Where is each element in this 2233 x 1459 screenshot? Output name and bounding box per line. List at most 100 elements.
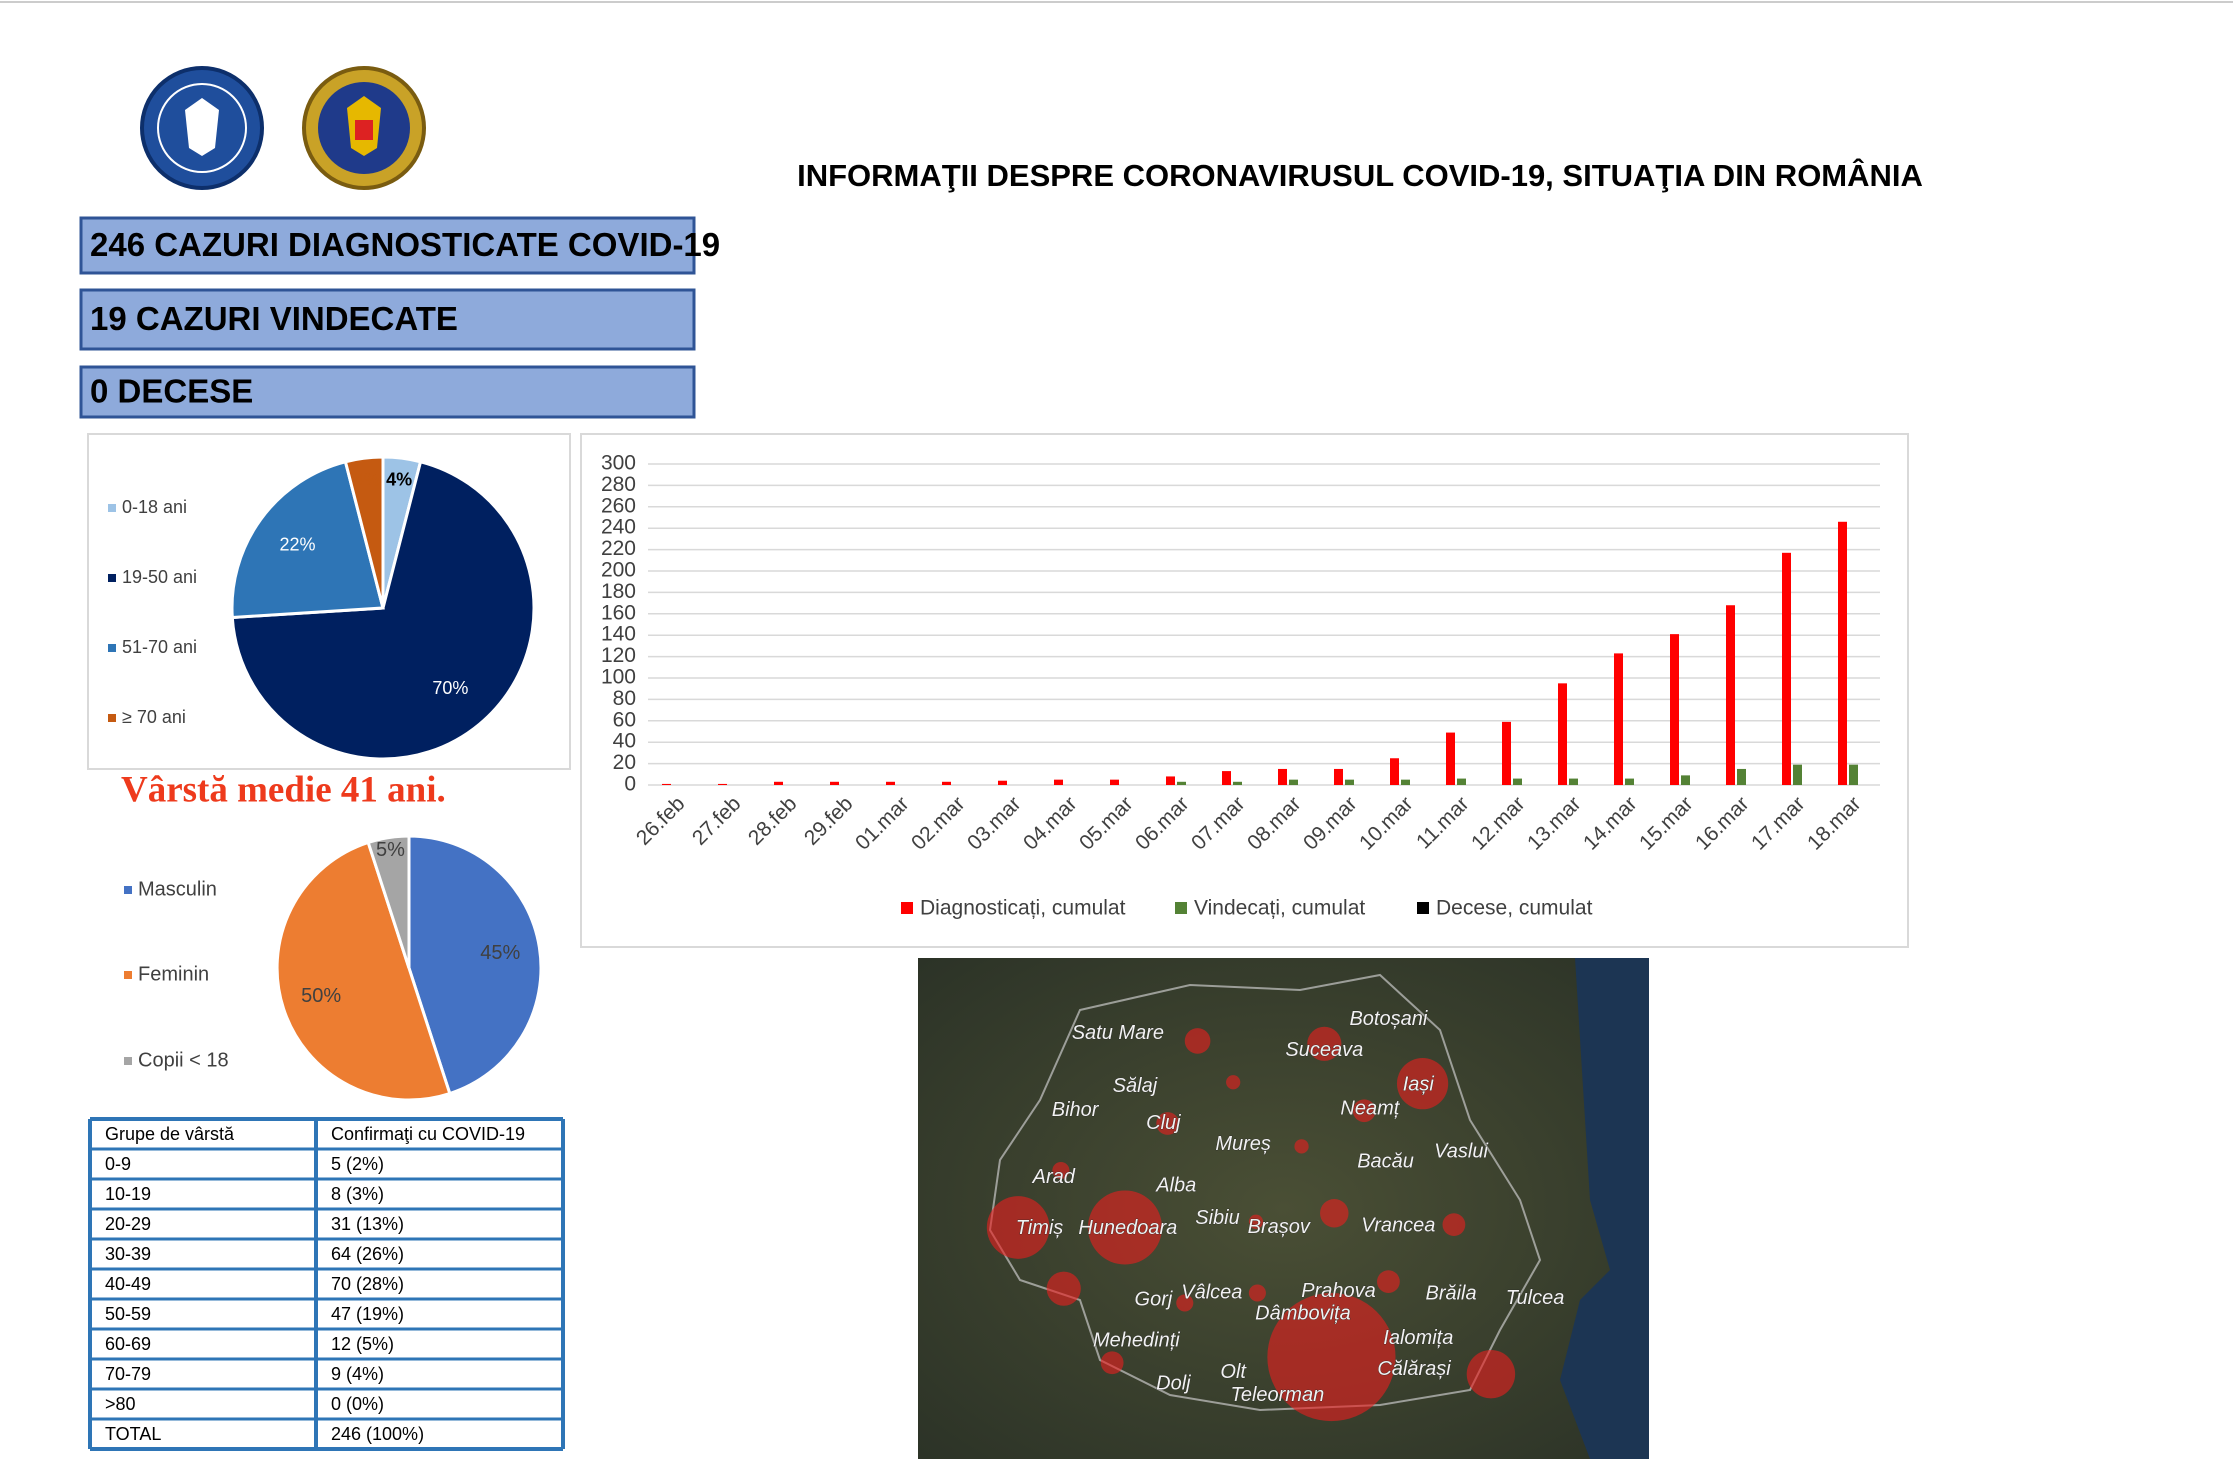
table-cell: 31 (13%) — [331, 1214, 404, 1234]
legend-label: 0-18 ani — [122, 497, 187, 517]
table-cell: 5 (2%) — [331, 1154, 384, 1174]
table-cell: 64 (26%) — [331, 1244, 404, 1264]
stat-box — [79, 216, 696, 275]
case-circle — [1100, 1351, 1124, 1375]
stat-text: 0 DECESE — [90, 373, 253, 410]
bar — [1457, 778, 1466, 785]
y-tick-label: 100 — [601, 666, 636, 689]
county-label: Gorj — [1135, 1288, 1173, 1310]
pie-label: 70% — [432, 678, 468, 698]
case-circle — [1320, 1199, 1349, 1228]
pie-slice — [275, 840, 452, 1102]
county-label: Vrancea — [1361, 1214, 1435, 1236]
case-circle — [1184, 1028, 1211, 1054]
y-tick-label: 180 — [601, 580, 636, 603]
y-tick-label: 300 — [601, 452, 636, 475]
pie-slice — [230, 459, 536, 761]
bar — [1054, 779, 1063, 785]
bar — [1345, 779, 1354, 785]
stat-box — [79, 365, 696, 419]
case-circle — [1226, 1075, 1241, 1090]
bar — [718, 783, 727, 785]
table-cell: 20-29 — [105, 1214, 151, 1234]
case-circle — [1267, 1292, 1396, 1422]
case-circle — [1294, 1139, 1309, 1154]
table-header: Grupe de vârstă — [105, 1124, 235, 1144]
bar — [830, 781, 839, 785]
pie-slice — [343, 455, 385, 609]
y-tick-label: 0 — [624, 773, 636, 796]
bar — [1513, 778, 1522, 785]
table-cell: TOTAL — [105, 1424, 161, 1444]
bar — [1569, 778, 1578, 785]
county-label: Bihor — [1052, 1099, 1100, 1121]
legend-label: Masculin — [138, 878, 217, 900]
table-cell: 0 (0%) — [331, 1394, 384, 1414]
legend-swatch — [124, 886, 132, 894]
y-tick-label: 240 — [601, 516, 636, 539]
county-label: Mureș — [1215, 1133, 1271, 1155]
bar — [1670, 634, 1679, 785]
county-label: Călărași — [1377, 1358, 1451, 1380]
legend-label: Diagnosticați, cumulat — [920, 897, 1126, 920]
county-label: Timiș — [1016, 1217, 1064, 1239]
bar — [1110, 779, 1119, 785]
legend-label: Copii < 18 — [138, 1049, 229, 1071]
county-label: Hunedoara — [1078, 1217, 1177, 1239]
page-title: INFORMAŢII DESPRE CORONAVIRUSUL COVID-19… — [797, 157, 1923, 193]
county-label: Satu Mare — [1072, 1022, 1164, 1044]
county-label: Cluj — [1146, 1112, 1181, 1134]
county-label: Dâmbovița — [1255, 1303, 1351, 1325]
table-cell: 30-39 — [105, 1244, 151, 1264]
legend-swatch — [124, 971, 132, 979]
case-circle — [986, 1196, 1050, 1259]
bar — [662, 783, 671, 785]
legend-swatch — [1175, 902, 1187, 914]
county-label: Vâlcea — [1181, 1281, 1242, 1303]
table-cell: 70 (28%) — [331, 1274, 404, 1294]
bar-chart-frame — [580, 433, 1909, 948]
table-cell: 10-19 — [105, 1184, 151, 1204]
bar — [1233, 781, 1242, 785]
table-cell: 40-49 — [105, 1274, 151, 1294]
case-circle — [1052, 1161, 1070, 1180]
bar — [1166, 776, 1175, 785]
table-header: Confirmaţi cu COVID-19 — [331, 1124, 525, 1144]
bar — [1401, 779, 1410, 785]
county-label: Arad — [1032, 1166, 1076, 1188]
bar — [886, 781, 895, 785]
logo-government — [140, 66, 264, 190]
bar — [1737, 768, 1746, 785]
table-cell: >80 — [105, 1394, 136, 1414]
y-tick-label: 40 — [613, 730, 636, 753]
y-tick-label: 200 — [601, 559, 636, 582]
table-cell: 12 (5%) — [331, 1334, 394, 1354]
legend-swatch — [108, 644, 116, 652]
bar — [1446, 732, 1455, 785]
y-tick-label: 60 — [613, 708, 636, 731]
bar — [1625, 778, 1634, 785]
case-circle — [1352, 1099, 1376, 1123]
county-label: Dolj — [1156, 1372, 1191, 1394]
bar — [1390, 758, 1399, 785]
stat-text: 246 CAZURI DIAGNOSTICATE COVID-19 — [90, 226, 720, 263]
y-tick-label: 220 — [601, 537, 636, 560]
county-label: Brăila — [1425, 1283, 1476, 1305]
county-label: Vaslui — [1434, 1140, 1488, 1162]
map-circles — [986, 1026, 1516, 1422]
table-cell: 47 (19%) — [331, 1304, 404, 1324]
county-label: Olt — [1220, 1361, 1247, 1383]
table-cell: 246 (100%) — [331, 1424, 424, 1444]
map-sea — [1560, 958, 1649, 1459]
bar — [1793, 764, 1802, 785]
pie-label: 4% — [386, 469, 412, 489]
county-label: Sălaj — [1113, 1075, 1158, 1097]
bar — [1681, 775, 1690, 785]
stat-text: 19 CAZURI VINDECATE — [90, 300, 458, 337]
county-label: Botoșani — [1349, 1008, 1427, 1030]
bar — [998, 780, 1007, 785]
y-tick-label: 80 — [613, 687, 636, 710]
case-circle — [1396, 1058, 1449, 1110]
bar — [1177, 781, 1186, 785]
